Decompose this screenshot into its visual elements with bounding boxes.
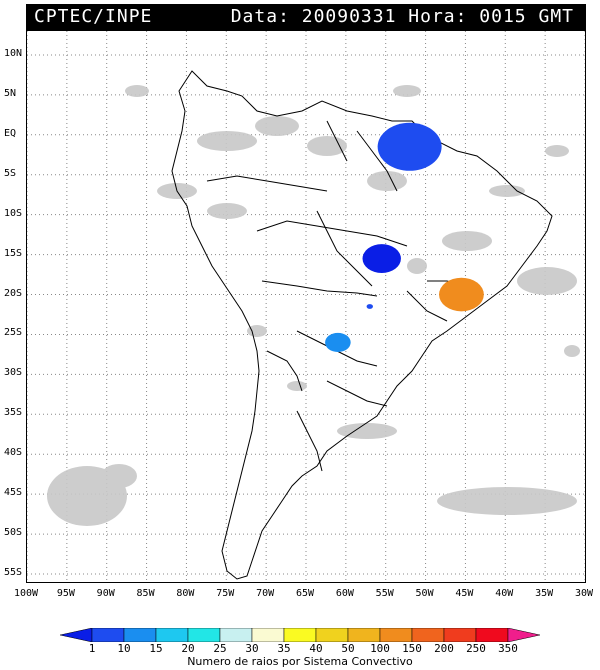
lat-tick-label: 35S <box>4 407 23 419</box>
lat-tick-label: 5S <box>4 167 17 179</box>
colorbar-tick-label: 40 <box>309 642 323 655</box>
lightning-cluster <box>366 304 373 309</box>
lon-tick-label: 70W <box>256 588 275 599</box>
lightning-cluster <box>362 244 401 273</box>
lon-tick-label: 40W <box>495 588 514 599</box>
colorbar-segment <box>507 628 540 642</box>
lightning-cluster <box>325 332 351 353</box>
lon-tick-label: 75W <box>216 588 235 599</box>
lon-tick-label: 55W <box>375 588 394 599</box>
lat-tick-label: 20S <box>4 287 23 299</box>
colorbar-tick-label: 200 <box>434 642 454 655</box>
colorbar <box>60 628 540 642</box>
lon-tick-label: 50W <box>415 588 434 599</box>
colorbar-segment <box>379 628 413 642</box>
colorbar-tick-label: 100 <box>370 642 390 655</box>
colorbar-tick-label: 25 <box>213 642 227 655</box>
colorbar-segment <box>219 628 253 642</box>
colorbar-segment <box>155 628 189 642</box>
lon-tick-label: 95W <box>56 588 75 599</box>
header-datetime: Data: 20090331 Hora: 0015 GMT <box>230 6 574 27</box>
lat-tick-label: 25S <box>4 327 23 339</box>
graticule <box>26 31 586 582</box>
lat-tick-label: 55S <box>4 567 23 578</box>
colorbar-tick-label: 250 <box>466 642 486 655</box>
lon-tick-label: 65W <box>295 588 315 599</box>
colorbar-segment <box>60 628 93 642</box>
colorbar-tick-label: 20 <box>181 642 195 655</box>
lon-tick-label: 60W <box>335 588 354 599</box>
cloud-cover <box>47 85 580 526</box>
lat-tick-label: 10S <box>4 207 23 219</box>
header-title: CPTEC/INPE <box>34 6 153 27</box>
colorbar-tick-label: 30 <box>245 642 259 655</box>
colorbar-segment <box>251 628 285 642</box>
lon-tick-label: 35W <box>535 588 554 599</box>
lat-tick-label: 15S <box>4 247 23 259</box>
colorbar-tick-label: 15 <box>149 642 163 655</box>
colorbar-segment <box>475 628 509 642</box>
colorbar-tick-label: 1 <box>88 642 96 655</box>
colorbar-segment <box>283 628 317 642</box>
lightning-clusters <box>325 122 484 353</box>
colorbar-segment <box>315 628 349 642</box>
lat-tick-label: 45S <box>4 487 23 499</box>
colorbar-tick-label: 150 <box>402 642 422 655</box>
map-frame <box>26 30 586 583</box>
lon-tick-label: 85W <box>136 588 155 599</box>
lat-tick-label: 50S <box>4 527 23 539</box>
colorbar-segment <box>187 628 221 642</box>
lon-tick-label: 90W <box>96 588 115 599</box>
lightning-cluster <box>439 277 484 312</box>
lat-tick-label: EQ <box>4 127 17 139</box>
lat-tick-label: 40S <box>4 447 23 459</box>
map-header: CPTEC/INPE Data: 20090331 Hora: 0015 GMT <box>26 4 586 30</box>
lat-tick-label: 10N <box>4 47 23 59</box>
lon-tick-label: 45W <box>455 588 474 599</box>
lat-tick-label: 5N <box>4 87 17 99</box>
map-canvas <box>26 31 586 582</box>
colorbar-segment <box>347 628 381 642</box>
colorbar-caption: Numero de raios por Sistema Convectivo <box>187 655 413 668</box>
lon-tick-label: 80W <box>176 588 195 599</box>
lightning-cluster <box>377 122 442 171</box>
colorbar-segment <box>443 628 477 642</box>
colorbar-segment <box>91 628 125 642</box>
lat-tick-label: 30S <box>4 367 23 379</box>
colorbar-tick-label: 350 <box>498 642 518 655</box>
colorbar-tick-label: 35 <box>277 642 291 655</box>
colorbar-tick-label: 10 <box>117 642 131 655</box>
colorbar-segment <box>123 628 157 642</box>
lon-tick-label: 100W <box>13 588 39 599</box>
colorbar-tick-label: 50 <box>341 642 355 655</box>
lon-tick-label: 30W <box>574 588 594 599</box>
colorbar-segment <box>411 628 445 642</box>
